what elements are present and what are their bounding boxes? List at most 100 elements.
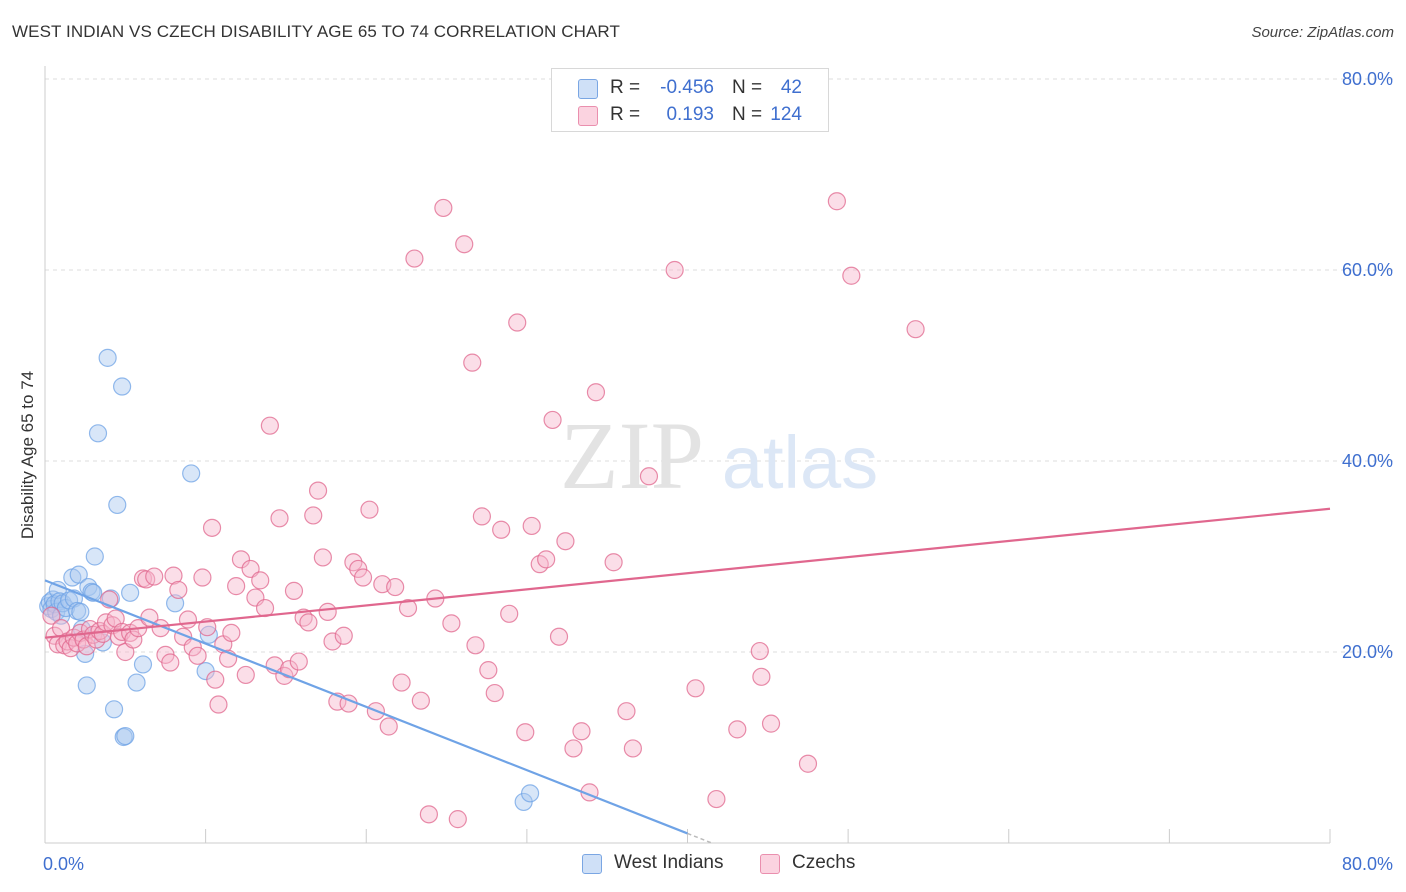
point-west-indians bbox=[166, 594, 185, 613]
trend-lines bbox=[44, 507, 1331, 844]
tick-labels: 20.0% 40.0% 60.0% 80.0% 0.0% 80.0% bbox=[43, 69, 1393, 874]
point-czechs bbox=[386, 577, 405, 597]
point-czechs bbox=[827, 192, 846, 211]
point-czechs bbox=[455, 235, 474, 254]
point-czechs bbox=[707, 789, 726, 809]
stats-row-west-indians: R = -0.456 N = 42 bbox=[552, 73, 828, 101]
point-czechs bbox=[360, 500, 379, 519]
trend-line-west-indians bbox=[44, 579, 688, 835]
point-czechs bbox=[485, 683, 504, 703]
point-czechs bbox=[353, 568, 373, 587]
point-czechs bbox=[617, 702, 636, 721]
point-west-indians bbox=[69, 565, 88, 584]
y-tick-label: 20.0% bbox=[1342, 642, 1393, 662]
y-axis-label: Disability Age 65 to 74 bbox=[18, 371, 37, 539]
x-tick-label: 0.0% bbox=[43, 854, 84, 874]
point-west-indians bbox=[88, 424, 108, 443]
x-tick-label: 80.0% bbox=[1342, 854, 1393, 874]
point-czechs bbox=[522, 516, 541, 536]
watermark-zip: ZIP bbox=[560, 402, 704, 509]
point-czechs bbox=[492, 520, 511, 539]
legend-swatch-pink bbox=[578, 106, 598, 126]
chart-title: WEST INDIAN VS CZECH DISABILITY AGE 65 T… bbox=[12, 22, 620, 41]
point-czechs bbox=[543, 410, 562, 430]
point-west-indians bbox=[199, 625, 218, 644]
point-czechs bbox=[202, 518, 222, 537]
point-czechs bbox=[572, 722, 591, 741]
r-label: R = bbox=[610, 77, 641, 98]
y-tick-label: 80.0% bbox=[1342, 69, 1393, 89]
point-west-indians bbox=[71, 602, 90, 621]
point-czechs bbox=[161, 653, 180, 672]
point-czechs bbox=[623, 739, 642, 758]
y-tick-label: 60.0% bbox=[1342, 260, 1393, 280]
point-czechs bbox=[209, 695, 228, 714]
point-czechs bbox=[728, 720, 747, 739]
point-czechs bbox=[842, 266, 861, 285]
point-czechs bbox=[761, 714, 781, 733]
data-points bbox=[39, 192, 925, 829]
point-czechs bbox=[42, 606, 61, 625]
point-czechs bbox=[222, 623, 241, 643]
y-tick-label: 40.0% bbox=[1342, 451, 1393, 471]
point-czechs bbox=[313, 548, 332, 567]
point-czechs bbox=[537, 550, 556, 569]
point-czechs bbox=[299, 613, 318, 632]
point-czechs bbox=[349, 559, 368, 579]
point-west-indians bbox=[98, 348, 117, 367]
point-czechs bbox=[750, 641, 769, 661]
point-czechs bbox=[665, 260, 684, 280]
r-value: 0.193 bbox=[666, 104, 714, 125]
r-label: R = bbox=[610, 104, 641, 125]
point-west-indians bbox=[114, 727, 133, 747]
point-czechs bbox=[77, 637, 96, 656]
point-czechs bbox=[434, 198, 453, 218]
point-czechs bbox=[227, 577, 246, 596]
stats-row-czechs: R = 0.193 N = 124 bbox=[552, 100, 828, 128]
point-czechs bbox=[206, 670, 225, 689]
legend-swatch-pink bbox=[760, 854, 780, 874]
point-czechs bbox=[236, 665, 255, 685]
point-czechs bbox=[479, 661, 498, 680]
legend-label: Czechs bbox=[792, 852, 856, 873]
point-west-indians bbox=[127, 673, 146, 692]
point-czechs bbox=[124, 630, 143, 649]
point-czechs bbox=[164, 566, 183, 585]
point-czechs bbox=[604, 553, 623, 572]
point-west-indians bbox=[77, 676, 96, 695]
stats-legend: R = -0.456 N = 42 R = 0.193 N = 124 bbox=[551, 68, 829, 132]
trend-line-czechs bbox=[44, 507, 1331, 639]
point-czechs bbox=[448, 810, 467, 829]
point-west-indians bbox=[112, 377, 132, 396]
point-czechs bbox=[231, 550, 251, 569]
point-czechs bbox=[323, 632, 342, 651]
trend-line-extension bbox=[687, 832, 712, 844]
point-czechs bbox=[686, 679, 705, 698]
point-czechs bbox=[442, 614, 461, 633]
n-label: N = bbox=[732, 77, 763, 98]
r-value: -0.456 bbox=[660, 77, 714, 98]
legend-swatch-blue bbox=[578, 79, 598, 99]
point-czechs bbox=[334, 626, 353, 645]
point-west-indians bbox=[50, 592, 69, 611]
point-czechs bbox=[516, 723, 535, 742]
point-czechs bbox=[549, 627, 569, 646]
point-czechs bbox=[304, 506, 323, 525]
point-czechs bbox=[169, 580, 188, 600]
point-czechs bbox=[308, 481, 328, 500]
point-czechs bbox=[251, 571, 270, 590]
n-label: N = bbox=[732, 104, 763, 125]
point-czechs bbox=[405, 249, 424, 268]
point-czechs bbox=[411, 691, 430, 710]
point-czechs bbox=[463, 353, 482, 372]
n-value: 42 bbox=[780, 77, 802, 98]
n-value: 124 bbox=[770, 104, 802, 125]
point-czechs bbox=[289, 652, 308, 671]
point-czechs bbox=[639, 467, 659, 486]
point-czechs bbox=[508, 313, 527, 332]
point-czechs bbox=[178, 610, 198, 629]
point-west-indians bbox=[104, 700, 124, 719]
watermark-atlas: atlas bbox=[722, 421, 878, 504]
point-czechs bbox=[556, 532, 575, 551]
